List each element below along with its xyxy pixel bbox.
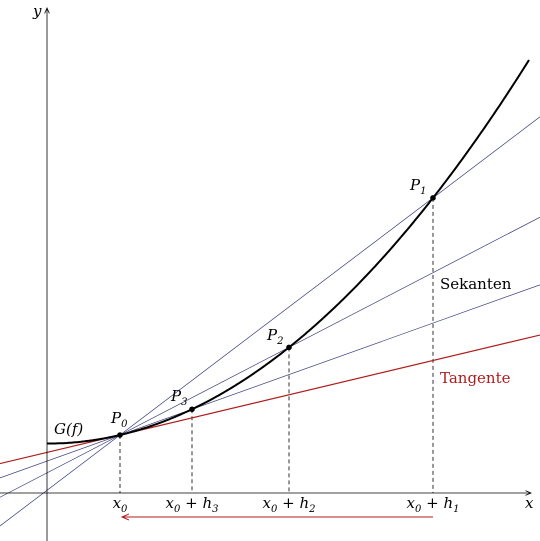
secant [0, 216, 540, 498]
point-label: P0 [110, 409, 128, 430]
graph-label: G(f) [54, 420, 83, 438]
secant [0, 284, 540, 479]
point-label: P1 [409, 176, 426, 197]
x-label: x0 + h1 [407, 494, 460, 515]
x-axis-label: x [525, 494, 534, 512]
lines [0, 59, 540, 527]
point [430, 195, 436, 201]
x-label: x0 + h3 [166, 494, 219, 515]
secant [0, 116, 540, 527]
point [286, 344, 292, 351]
point [189, 406, 195, 413]
y-axis-label: y [32, 2, 42, 20]
point [117, 432, 123, 438]
secants-label: Sekanten [440, 275, 512, 293]
x-label: x0 + h2 [263, 494, 316, 515]
point-label: P2 [266, 326, 283, 347]
point-label: P3 [170, 387, 187, 408]
tangent-label: Tangente [440, 369, 511, 387]
x-label: x0 [113, 494, 128, 515]
tangent [0, 334, 540, 465]
